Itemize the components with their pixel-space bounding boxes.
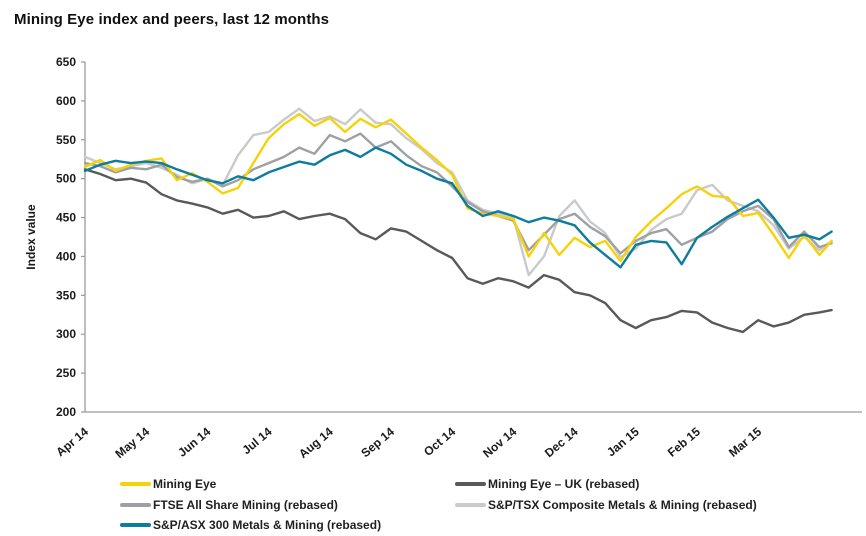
svg-text:Nov 14: Nov 14 <box>480 424 519 460</box>
svg-text:200: 200 <box>56 405 76 419</box>
svg-text:300: 300 <box>56 327 76 341</box>
svg-text:Mar 15: Mar 15 <box>726 424 764 459</box>
svg-text:Jan 15: Jan 15 <box>604 424 642 459</box>
svg-text:400: 400 <box>56 249 76 263</box>
svg-text:350: 350 <box>56 288 76 302</box>
svg-text:Jun 14: Jun 14 <box>175 424 213 459</box>
chart-title: Mining Eye index and peers, last 12 mont… <box>14 11 330 28</box>
svg-text:Apr 14: Apr 14 <box>53 424 91 459</box>
svg-text:250: 250 <box>56 366 76 380</box>
svg-text:Jul 14: Jul 14 <box>239 424 274 457</box>
svg-text:650: 650 <box>56 55 76 69</box>
svg-text:600: 600 <box>56 94 76 108</box>
svg-text:Aug 14: Aug 14 <box>296 424 336 461</box>
svg-text:May 14: May 14 <box>112 424 152 461</box>
svg-text:Oct 14: Oct 14 <box>421 424 458 459</box>
svg-text:450: 450 <box>56 211 76 225</box>
svg-text:Sep 14: Sep 14 <box>358 424 397 460</box>
svg-text:Feb 15: Feb 15 <box>665 424 703 459</box>
svg-text:Dec 14: Dec 14 <box>542 424 581 460</box>
svg-text:500: 500 <box>56 172 76 186</box>
svg-text:550: 550 <box>56 133 76 147</box>
